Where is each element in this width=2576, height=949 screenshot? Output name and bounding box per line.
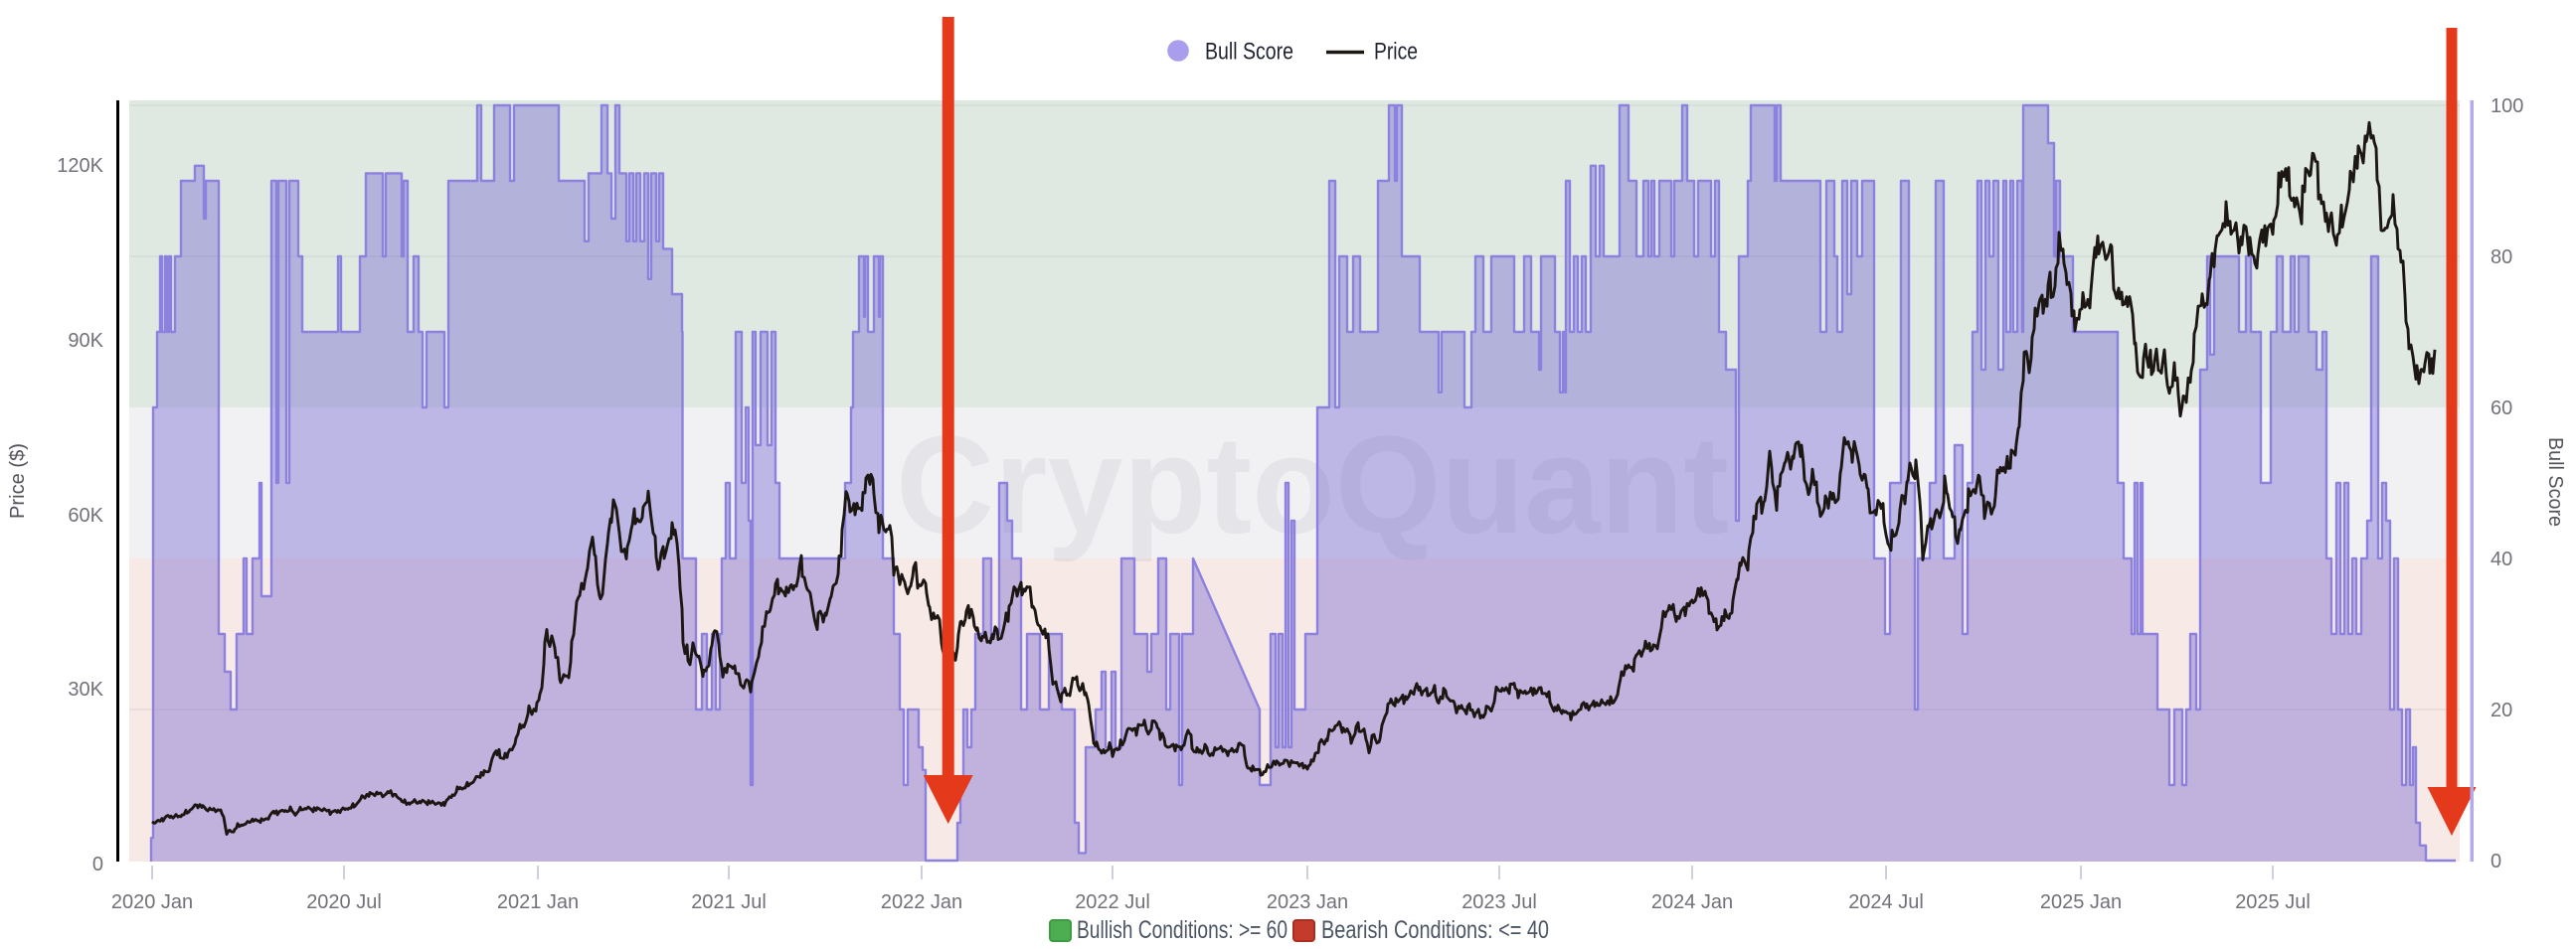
svg-text:Bearish Conditions: <= 40: Bearish Conditions: <= 40 <box>1321 916 1549 944</box>
svg-text:60: 60 <box>2490 397 2512 419</box>
svg-text:2021 Jul: 2021 Jul <box>691 891 767 913</box>
svg-text:100: 100 <box>2490 95 2523 117</box>
svg-text:2022 Jul: 2022 Jul <box>1075 891 1150 913</box>
svg-text:20: 20 <box>2490 700 2512 721</box>
svg-text:2021 Jan: 2021 Jan <box>497 891 579 913</box>
svg-text:2023 Jan: 2023 Jan <box>1267 891 1348 913</box>
svg-text:2020 Jan: 2020 Jan <box>111 891 193 913</box>
svg-text:40: 40 <box>2490 549 2512 570</box>
svg-text:Bull Score: Bull Score <box>1205 39 1293 66</box>
svg-text:2024 Jan: 2024 Jan <box>1651 891 1733 913</box>
svg-text:2020 Jul: 2020 Jul <box>306 891 382 913</box>
svg-text:2023 Jul: 2023 Jul <box>1461 891 1537 913</box>
svg-text:Price ($): Price ($) <box>7 443 29 519</box>
svg-text:0: 0 <box>2490 851 2501 872</box>
svg-text:2025 Jan: 2025 Jan <box>2040 891 2122 913</box>
svg-text:2022 Jan: 2022 Jan <box>881 891 962 913</box>
svg-text:120K: 120K <box>57 155 103 177</box>
svg-text:80: 80 <box>2490 246 2512 268</box>
svg-text:60K: 60K <box>68 505 103 527</box>
svg-text:CryptoQuant: CryptoQuant <box>896 406 1729 562</box>
svg-text:90K: 90K <box>68 330 103 352</box>
svg-text:0: 0 <box>92 854 103 875</box>
svg-text:2024 Jul: 2024 Jul <box>1848 891 1924 913</box>
svg-text:Bull Score: Bull Score <box>2544 437 2566 527</box>
svg-text:Bullish Conditions: >= 60: Bullish Conditions: >= 60 <box>1077 916 1288 944</box>
svg-text:2025 Jul: 2025 Jul <box>2235 891 2311 913</box>
svg-text:30K: 30K <box>68 679 103 701</box>
svg-text:Price: Price <box>1374 39 1418 66</box>
